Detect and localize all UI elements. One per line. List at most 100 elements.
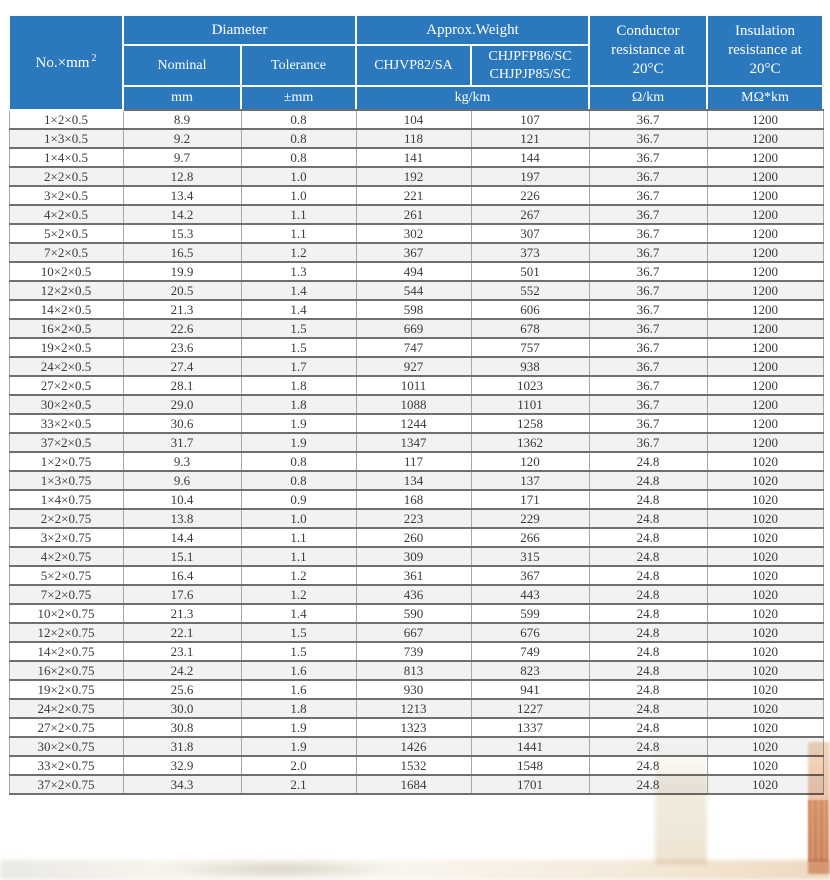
table-row: 24×2×0.5 27.4 1.7 927 938 36.7 1200 bbox=[8, 356, 824, 377]
table-cell: 17.6 bbox=[122, 584, 242, 605]
table-cell: 1337 bbox=[470, 717, 590, 738]
table-cell: 1.0 bbox=[240, 185, 357, 206]
table-cell: 12×2×0.75 bbox=[8, 622, 124, 643]
table-cell: 24.8 bbox=[588, 584, 708, 605]
table-cell: 1023 bbox=[470, 375, 590, 396]
table-cell: 747 bbox=[355, 337, 472, 358]
table-cell: 192 bbox=[355, 166, 472, 187]
table-cell: 267 bbox=[470, 204, 590, 225]
table-cell: 0.8 bbox=[240, 128, 357, 149]
watermark-port-scene bbox=[0, 860, 830, 880]
table-cell: 36.7 bbox=[588, 147, 708, 168]
table-row: 5×2×0.5 15.3 1.1 302 307 36.7 1200 bbox=[8, 223, 824, 244]
table-row: 27×2×0.75 30.8 1.9 1323 1337 24.8 1020 bbox=[8, 717, 824, 738]
table-row: 4×2×0.75 15.1 1.1 309 315 24.8 1020 bbox=[8, 546, 824, 567]
table-cell: 30.8 bbox=[122, 717, 242, 738]
table-cell: 36.7 bbox=[588, 223, 708, 244]
table-row: 37×2×0.5 31.7 1.9 1347 1362 36.7 1200 bbox=[8, 432, 824, 453]
table-cell: 1.6 bbox=[240, 660, 357, 681]
table-row: 16×2×0.5 22.6 1.5 669 678 36.7 1200 bbox=[8, 318, 824, 339]
table-cell: 1200 bbox=[706, 128, 824, 149]
table-cell: 1.0 bbox=[240, 166, 357, 187]
table-row: 12×2×0.5 20.5 1.4 544 552 36.7 1200 bbox=[8, 280, 824, 301]
table-cell: 1.9 bbox=[240, 736, 357, 757]
table-row: 16×2×0.75 24.2 1.6 813 823 24.8 1020 bbox=[8, 660, 824, 681]
table-cell: 36.7 bbox=[588, 432, 708, 453]
table-cell: 1227 bbox=[470, 698, 590, 719]
table-cell: 2.0 bbox=[240, 755, 357, 776]
table-row: 1×2×0.75 9.3 0.8 117 120 24.8 1020 bbox=[8, 451, 824, 472]
table-cell: 31.8 bbox=[122, 736, 242, 757]
table-cell: 134 bbox=[355, 470, 472, 491]
table-cell: 302 bbox=[355, 223, 472, 244]
table-cell: 676 bbox=[470, 622, 590, 643]
table-cell: 36.7 bbox=[588, 337, 708, 358]
unit-mm: mm bbox=[122, 85, 242, 111]
table-cell: 590 bbox=[355, 603, 472, 624]
table-row: 14×2×0.75 23.1 1.5 739 749 24.8 1020 bbox=[8, 641, 824, 662]
table-cell: 24.8 bbox=[588, 565, 708, 586]
table-cell: 9.6 bbox=[122, 470, 242, 491]
table-cell: 1020 bbox=[706, 508, 824, 529]
table-cell: 10×2×0.5 bbox=[8, 261, 124, 282]
table-cell: 226 bbox=[470, 185, 590, 206]
table-cell: 7×2×0.75 bbox=[8, 584, 124, 605]
header-conductor-resistance: Conductor resistance at 20°C bbox=[588, 14, 708, 87]
table-cell: 9.3 bbox=[122, 451, 242, 472]
header-diameter: Diameter bbox=[122, 14, 357, 46]
table-cell: 1011 bbox=[355, 375, 472, 396]
table-cell: 12.8 bbox=[122, 166, 242, 187]
table-cell: 749 bbox=[470, 641, 590, 662]
table-row: 30×2×0.75 31.8 1.9 1426 1441 24.8 1020 bbox=[8, 736, 824, 757]
table-cell: 930 bbox=[355, 679, 472, 700]
table-cell: 36.7 bbox=[588, 413, 708, 434]
table-cell: 938 bbox=[470, 356, 590, 377]
table-cell: 36.7 bbox=[588, 356, 708, 377]
header-nominal: Nominal bbox=[122, 44, 242, 87]
table-cell: 144 bbox=[470, 147, 590, 168]
table-cell: 1020 bbox=[706, 451, 824, 472]
table-row: 7×2×0.5 16.5 1.2 367 373 36.7 1200 bbox=[8, 242, 824, 263]
table-cell: 669 bbox=[355, 318, 472, 339]
table-cell: 501 bbox=[470, 261, 590, 282]
table-cell: 1.9 bbox=[240, 717, 357, 738]
table-cell: 1200 bbox=[706, 432, 824, 453]
table-cell: 1200 bbox=[706, 375, 824, 396]
table-cell: 13.4 bbox=[122, 185, 242, 206]
table-cell: 1200 bbox=[706, 204, 824, 225]
table-cell: 1258 bbox=[470, 413, 590, 434]
table-cell: 117 bbox=[355, 451, 472, 472]
table-cell: 4×2×0.5 bbox=[8, 204, 124, 225]
table-row: 19×2×0.75 25.6 1.6 930 941 24.8 1020 bbox=[8, 679, 824, 700]
table-cell: 8.9 bbox=[122, 109, 242, 130]
table-cell: 137 bbox=[470, 470, 590, 491]
table-cell: 1.2 bbox=[240, 565, 357, 586]
table-cell: 27.4 bbox=[122, 356, 242, 377]
header-insulation-resistance: Insulation resistance at 20°C bbox=[706, 14, 824, 87]
table-cell: 22.6 bbox=[122, 318, 242, 339]
table-row: 3×2×0.75 14.4 1.1 260 266 24.8 1020 bbox=[8, 527, 824, 548]
table-cell: 1244 bbox=[355, 413, 472, 434]
table-cell: 1.1 bbox=[240, 204, 357, 225]
table-cell: 1.2 bbox=[240, 584, 357, 605]
table-cell: 36.7 bbox=[588, 261, 708, 282]
table-cell: 13.8 bbox=[122, 508, 242, 529]
table-cell: 23.1 bbox=[122, 641, 242, 662]
header-no-mm2-label: No.×mm bbox=[35, 54, 90, 71]
table-cell: 15.3 bbox=[122, 223, 242, 244]
table-cell: 31.7 bbox=[122, 432, 242, 453]
table-cell: 1.9 bbox=[240, 432, 357, 453]
table-cell: 14.2 bbox=[122, 204, 242, 225]
table-cell: 1.9 bbox=[240, 413, 357, 434]
table-cell: 1.8 bbox=[240, 375, 357, 396]
table-cell: 1.8 bbox=[240, 698, 357, 719]
table-cell: 1.2 bbox=[240, 242, 357, 263]
table-cell: 107 bbox=[470, 109, 590, 130]
header-no-mm2: No.×mm 2 bbox=[8, 14, 124, 111]
table-cell: 1200 bbox=[706, 147, 824, 168]
table-cell: 1200 bbox=[706, 109, 824, 130]
table-cell: 15.1 bbox=[122, 546, 242, 567]
table-cell: 24×2×0.5 bbox=[8, 356, 124, 377]
table-cell: 36.7 bbox=[588, 280, 708, 301]
